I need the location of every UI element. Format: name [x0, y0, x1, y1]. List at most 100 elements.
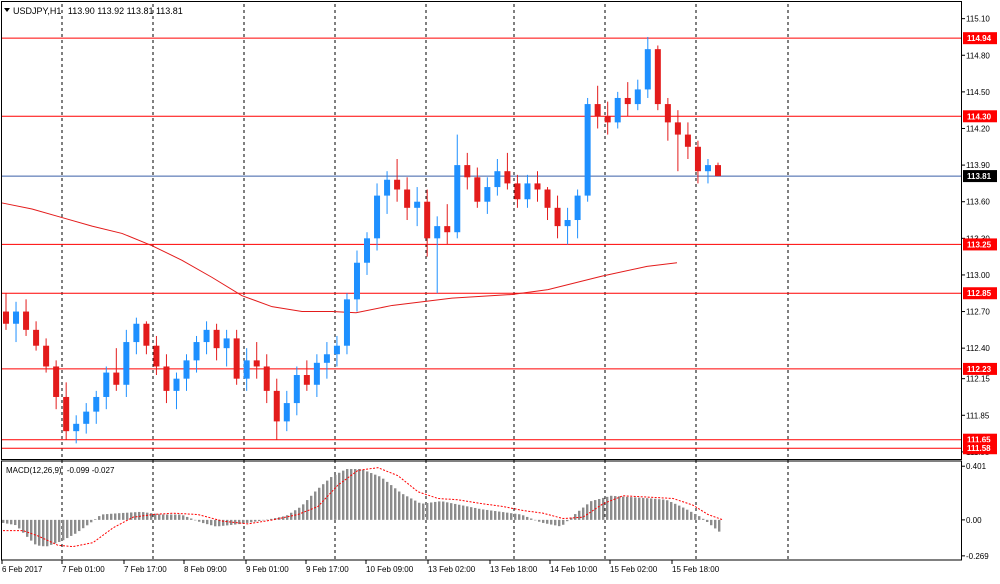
x-tick-label: 10 Feb 09:00 [366, 565, 414, 574]
macd-bar [502, 512, 505, 520]
candle-body [183, 360, 190, 379]
x-tick-label: 9 Feb 01:00 [246, 565, 289, 574]
x-tick-label: 15 Feb 18:00 [672, 565, 720, 574]
candle-body [313, 362, 320, 385]
macd-bar [566, 519, 569, 522]
level-label: 113.25 [967, 240, 992, 249]
macd-bar [70, 519, 73, 536]
candle-body [243, 360, 250, 379]
macd-bar [174, 514, 177, 520]
candle-body [414, 201, 421, 208]
level-label: 111.58 [967, 444, 991, 453]
macd-bar [578, 510, 581, 520]
macd-bar [414, 500, 417, 520]
macd-bar [338, 472, 341, 520]
macd-bar [102, 514, 105, 520]
level-label-bg [963, 32, 997, 45]
ohlc-readout: 113.90 113.92 113.81 113.81 [68, 6, 183, 16]
candle-body [273, 390, 280, 422]
candle-body [223, 338, 230, 349]
macd-bar [686, 509, 689, 520]
candle-body [464, 165, 471, 178]
current-price-label: 113.81 [967, 172, 992, 181]
macd-bar [630, 497, 633, 520]
macd-bar [366, 471, 369, 520]
macd-bar [698, 516, 701, 520]
macd-bar [322, 484, 325, 520]
macd-bar [22, 519, 25, 533]
candle-body [303, 375, 310, 385]
candle-body [23, 311, 30, 330]
macd-bar [546, 519, 549, 524]
macd-bar [618, 496, 621, 520]
macd-panel-frame [1, 460, 962, 561]
macd-y-tick-label: -0.269 [966, 552, 989, 561]
y-tick-label: 112.70 [966, 308, 990, 317]
macd-bar [590, 501, 593, 520]
macd-bar [622, 496, 625, 520]
macd-bar [118, 513, 121, 520]
x-tick-label: 6 Feb 2017 [2, 565, 43, 574]
macd-bar [478, 508, 481, 520]
moving-average-line [1, 202, 678, 314]
macd-bar [702, 518, 705, 520]
x-tick-label: 14 Feb 10:00 [550, 565, 598, 574]
macd-bar [354, 469, 357, 520]
macd-bar [314, 491, 317, 520]
macd-bar [194, 519, 197, 521]
candle-body [113, 372, 120, 385]
macd-bar [374, 474, 377, 520]
macd-bar [66, 519, 69, 539]
macd-bar [98, 516, 101, 520]
candle-body [404, 189, 411, 208]
macd-bar [206, 519, 209, 525]
macd-bar [346, 469, 349, 520]
macd-bar [542, 519, 545, 523]
candle-body [103, 372, 110, 397]
candle-body [283, 403, 290, 422]
macd-bar [642, 497, 645, 520]
macd-bar [498, 511, 501, 520]
macd-bar [38, 519, 41, 546]
macd-bar [350, 469, 353, 520]
macd-bar [678, 505, 681, 520]
macd-bar [710, 519, 713, 526]
dropdown-triangle-icon[interactable] [4, 8, 10, 12]
y-tick-label: 113.90 [966, 161, 990, 170]
macd-bar [190, 518, 193, 520]
candle-body [614, 97, 621, 123]
macd-bar [434, 501, 437, 520]
macd-bar [250, 519, 253, 523]
macd-bar [418, 502, 421, 520]
candle-body [494, 171, 501, 188]
macd-values-readout: -0.099 -0.027 [67, 466, 115, 475]
macd-bar [246, 519, 249, 523]
macd-bar [510, 513, 513, 520]
macd-bar [42, 519, 45, 547]
macd-bar [162, 514, 165, 520]
candle-body [434, 226, 441, 239]
macd-bar [262, 519, 265, 521]
candle-body [173, 378, 180, 391]
macd-bar [694, 513, 697, 520]
level-label-bg [963, 442, 997, 455]
macd-bar [154, 513, 157, 520]
candle-body [93, 396, 100, 412]
candle-body [694, 146, 701, 172]
macd-bar [438, 501, 441, 520]
macd-bar [182, 515, 185, 520]
macd-bar [150, 513, 153, 520]
macd-bar [394, 488, 397, 520]
y-tick-label: 111.85 [966, 411, 990, 420]
candle-body [343, 299, 350, 346]
candle-body [524, 183, 531, 200]
macd-bar [126, 512, 129, 520]
level-label: 111.65 [967, 436, 991, 445]
macd-bar [446, 502, 449, 520]
macd-bar [538, 519, 541, 522]
candle-body [333, 345, 340, 355]
chart-title: USDJPY,H1 113.90 113.92 113.81 113.81 [13, 6, 183, 16]
candle-body [323, 354, 330, 363]
